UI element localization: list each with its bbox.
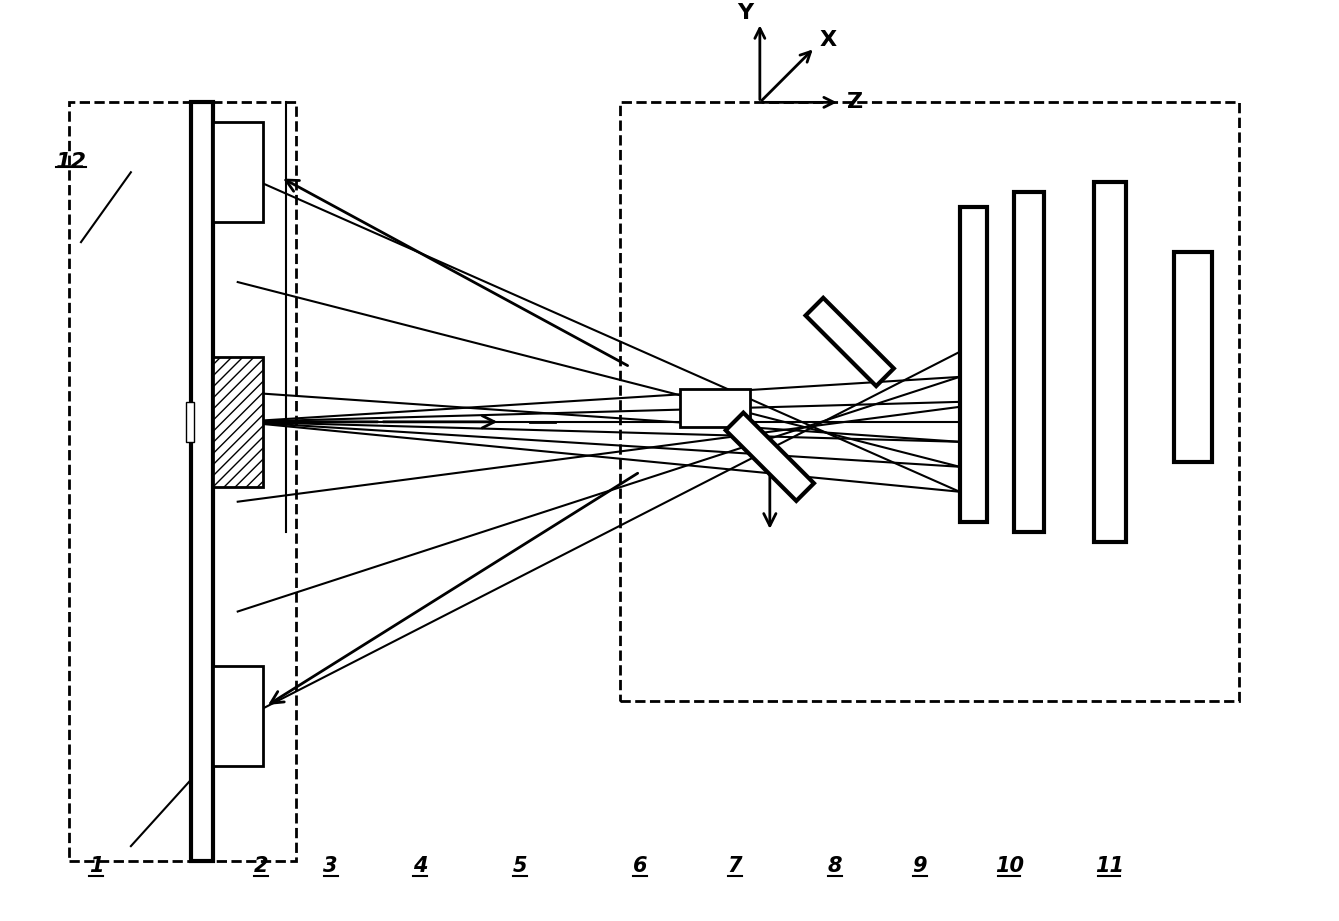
- Text: 11: 11: [1095, 857, 1123, 876]
- Text: 4: 4: [414, 857, 427, 876]
- Bar: [1094, 182, 1126, 542]
- Polygon shape: [620, 102, 1239, 702]
- Bar: [213, 122, 262, 222]
- Text: Z: Z: [846, 92, 862, 112]
- Bar: [680, 389, 750, 426]
- Polygon shape: [806, 297, 894, 386]
- Text: 8: 8: [828, 857, 842, 876]
- Text: 2: 2: [253, 857, 268, 876]
- Text: 10: 10: [995, 857, 1024, 876]
- Text: 12: 12: [55, 152, 87, 172]
- Polygon shape: [726, 413, 814, 501]
- Bar: [186, 402, 194, 442]
- Text: X: X: [819, 30, 837, 51]
- Bar: [960, 207, 987, 521]
- Text: Y: Y: [736, 3, 753, 22]
- Text: 6: 6: [633, 857, 647, 876]
- Bar: [213, 357, 262, 486]
- Text: 9: 9: [912, 857, 927, 876]
- Text: 1: 1: [88, 857, 103, 876]
- Bar: [1174, 252, 1212, 461]
- Text: 5: 5: [513, 857, 528, 876]
- Polygon shape: [70, 102, 296, 861]
- Bar: [1015, 192, 1044, 531]
- Text: 7: 7: [727, 857, 742, 876]
- Bar: [190, 102, 213, 861]
- Bar: [213, 667, 262, 766]
- Text: 3: 3: [323, 857, 337, 876]
